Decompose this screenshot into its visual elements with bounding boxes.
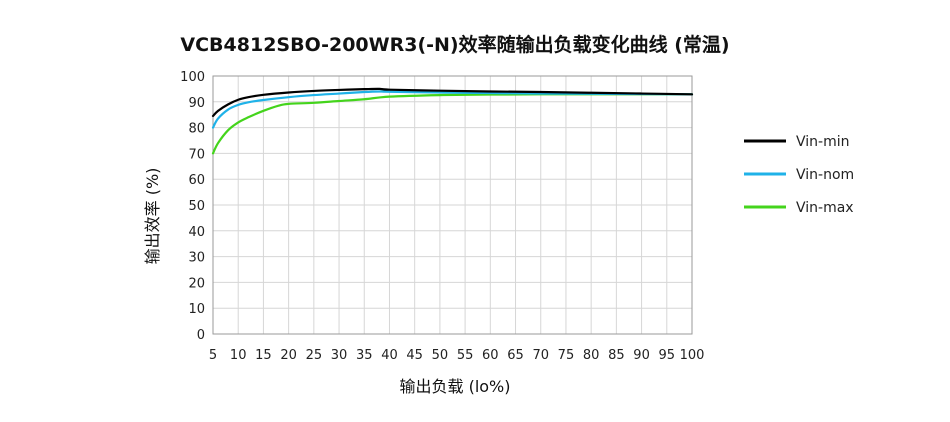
- y-tick-label: 20: [188, 276, 205, 291]
- y-tick-label: 60: [188, 173, 205, 188]
- y-tick-label: 30: [188, 251, 205, 266]
- y-tick-label: 100: [180, 70, 205, 85]
- x-tick-label: 35: [356, 348, 373, 363]
- y-tick-label: 10: [188, 302, 205, 317]
- x-tick-label: 20: [280, 348, 297, 363]
- y-axis-label: 输出效率 (%): [143, 168, 162, 265]
- x-tick-label: 80: [583, 348, 600, 363]
- x-tick-label: 40: [381, 348, 398, 363]
- x-tick-label: 100: [680, 348, 705, 363]
- x-tick-label: 55: [457, 348, 474, 363]
- legend-label-vin-nom: Vin-nom: [796, 167, 854, 183]
- x-tick-label: 5: [209, 348, 217, 363]
- series-line-vin-nom: [211, 90, 694, 129]
- series-lines: [211, 87, 694, 155]
- x-tick-label: 65: [507, 348, 524, 363]
- y-tick-label: 90: [188, 96, 205, 111]
- grid: [213, 76, 692, 334]
- legend: Vin-min Vin-nom Vin-max: [744, 134, 854, 216]
- y-tick-label: 0: [197, 328, 205, 343]
- plot-frame: [212, 75, 693, 335]
- legend-label-vin-min: Vin-min: [796, 134, 849, 150]
- x-tick-label: 85: [608, 348, 625, 363]
- chart-title: VCB4812SBO-200WR3(-N)效率随输出负载变化曲线 (常温): [180, 33, 729, 56]
- y-tick-label: 50: [188, 199, 205, 214]
- x-axis-tick-labels: 5 10 15 20 25 30 35 40 45 50 55 60 65 70 75 80 85 90 95 100: [209, 348, 705, 363]
- y-tick-label: 80: [188, 122, 205, 137]
- y-axis-tick-labels: 0 10 20 30 40 50 60 70 80 90 100: [180, 70, 205, 343]
- x-tick-label: 10: [230, 348, 247, 363]
- series-line-vin-max: [211, 93, 694, 155]
- y-tick-label: 70: [188, 147, 205, 162]
- x-tick-label: 75: [558, 348, 575, 363]
- x-tick-label: 45: [406, 348, 423, 363]
- x-tick-label: 70: [532, 348, 549, 363]
- y-tick-label: 40: [188, 225, 205, 240]
- series-line-vin-min: [211, 87, 694, 118]
- x-tick-label: 50: [432, 348, 449, 363]
- legend-label-vin-max: Vin-max: [796, 200, 854, 216]
- x-tick-label: 95: [659, 348, 676, 363]
- x-axis-label: 输出负载 (lo%): [399, 377, 510, 396]
- x-tick-label: 15: [255, 348, 272, 363]
- x-tick-label: 30: [331, 348, 348, 363]
- x-tick-label: 60: [482, 348, 499, 363]
- x-tick-label: 90: [633, 348, 650, 363]
- x-tick-label: 25: [306, 348, 323, 363]
